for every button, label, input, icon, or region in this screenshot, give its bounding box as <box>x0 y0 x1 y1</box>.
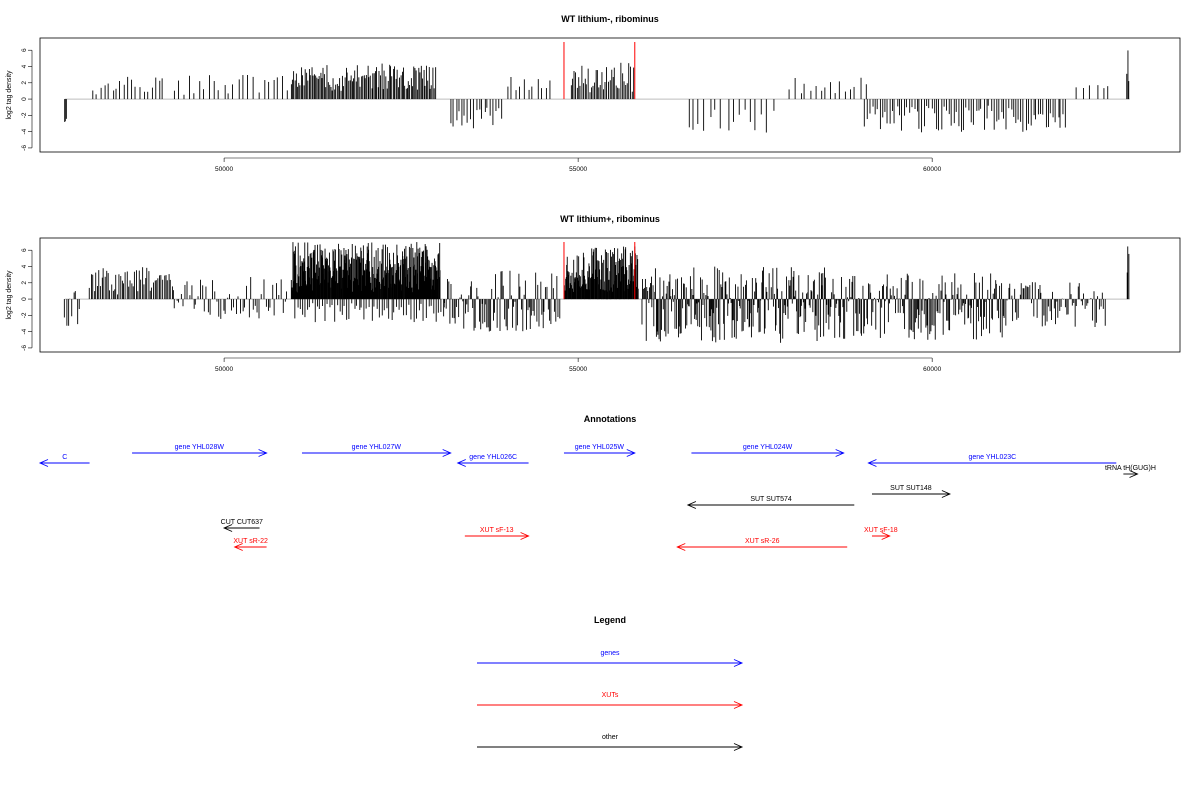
panel-bottom-x-tick-label: 60000 <box>923 366 941 373</box>
annotation-arrow-head <box>626 449 636 457</box>
annotation-label: CUT CUT637 <box>221 519 263 526</box>
panel-bottom-y-tick-label: 2 <box>21 281 28 285</box>
panel-bottom-y-tick-label: 4 <box>21 264 28 268</box>
legend-items: genes XUTs other <box>477 650 744 751</box>
panel-top-y-tick-label: -6 <box>21 145 28 151</box>
legend: Legend genes XUTs other <box>477 615 744 751</box>
panel-bottom-title: WT lithium+, ribominus <box>560 214 660 224</box>
legend-title: Legend <box>594 615 626 625</box>
annotation-label: XUT sF-13 <box>480 527 514 534</box>
panel-top-y-tick-label: -2 <box>21 112 28 118</box>
annotation-label: gene YHL025W <box>575 444 625 451</box>
panel-bottom: WT lithium+, ribominus log2 tag density … <box>6 214 1181 373</box>
panel-top-frame <box>39 37 1181 153</box>
panel-top-plot-area <box>64 42 1130 133</box>
annotation-label: gene YHL023C <box>968 454 1016 461</box>
annotation-arrow-head <box>222 524 233 532</box>
annotation-arrow-head <box>941 490 951 498</box>
panel-top-x-tick-label: 50000 <box>215 166 233 173</box>
annotation-arrow <box>691 449 845 457</box>
legend-label: genes <box>600 650 620 657</box>
annotation-label: XUT sR-26 <box>745 538 780 545</box>
annotation-arrow <box>222 524 260 532</box>
panel-bottom-y-tick-label: 6 <box>21 248 28 252</box>
annotation-arrow <box>686 501 855 509</box>
annotation-arrow <box>132 449 268 457</box>
panel-top-y-tick-label: 2 <box>21 81 28 85</box>
legend-arrow <box>477 743 744 751</box>
annotation-label: XUT sR-22 <box>233 538 268 545</box>
panel-top-y-tick-label: -4 <box>21 128 28 134</box>
panel-bottom-y-axis: -6 -4 -2 0 2 4 6 <box>21 248 33 351</box>
annotation-arrow-head <box>835 449 845 457</box>
panel-bottom-y-tick-label: -2 <box>21 312 28 318</box>
annotation-label: tRNA tH(GUG)H <box>1105 465 1156 472</box>
annotation-label: gene YHL026C <box>469 454 517 461</box>
annotation-arrow <box>456 459 529 467</box>
panel-top-y-tick-label: 0 <box>21 97 28 101</box>
legend-arrow <box>477 659 744 667</box>
annotation-label: SUT SUT148 <box>890 485 932 492</box>
annotation-label: gene YHL024W <box>743 444 793 451</box>
legend-label: other <box>602 734 619 741</box>
annotation-label: C <box>62 454 67 461</box>
legend-arrow <box>477 701 744 709</box>
annotation-label: SUT SUT574 <box>750 496 792 503</box>
annotation-arrow-head <box>442 449 452 457</box>
panel-bottom-x-tick-label: 50000 <box>215 366 233 373</box>
annotation-arrow <box>563 449 636 457</box>
panel-bottom-frame <box>39 237 1181 353</box>
annotation-label: gene YHL028W <box>175 444 225 451</box>
annotations-title: Annotations <box>584 414 637 424</box>
annotation-arrow <box>871 532 891 540</box>
annotation-arrow-head <box>38 459 49 467</box>
annotation-arrow-head <box>233 543 243 551</box>
annotation-arrow-head <box>686 501 697 509</box>
annotation-arrow-head <box>881 532 891 540</box>
legend-arrow-head <box>733 659 744 667</box>
annotation-arrow <box>464 532 530 540</box>
annotation-arrow <box>871 490 951 498</box>
annotation-arrow-head <box>258 449 268 457</box>
panel-top-x-tick-label: 55000 <box>569 166 587 173</box>
panel-bottom-plot-area <box>63 242 1130 343</box>
panel-top-y-axis: -6 -4 -2 0 2 4 6 <box>21 48 33 151</box>
annotation-arrow-head <box>1129 470 1139 478</box>
legend-arrow-head <box>733 701 744 709</box>
panel-top-y-tick-label: 6 <box>21 48 28 52</box>
annotation-arrow <box>867 459 1117 467</box>
annotation-arrow <box>1123 470 1139 478</box>
annotation-arrow <box>233 543 267 551</box>
panel-bottom-y-label: log2 tag density <box>6 270 13 320</box>
annotation-label: gene YHL027W <box>352 444 402 451</box>
panel-bottom-x-axis: 50000 55000 60000 <box>215 357 942 373</box>
panel-bottom-y-tick-label: 0 <box>21 297 28 301</box>
panel-top-title: WT lithium-, ribominus <box>561 14 659 24</box>
panel-top-y-tick-label: 4 <box>21 64 28 68</box>
annotation-arrow <box>676 543 848 551</box>
annotation-arrow-head <box>520 532 530 540</box>
panel-top: WT lithium-, ribominus log2 tag density … <box>6 14 1181 173</box>
panel-bottom-x-tick-label: 55000 <box>569 366 587 373</box>
legend-label: XUTs <box>602 692 619 699</box>
panel-top-y-label: log2 tag density <box>6 70 13 120</box>
annotation-arrow-head <box>456 459 466 467</box>
panel-top-x-tick-label: 60000 <box>923 166 941 173</box>
annotation-arrow <box>38 459 90 467</box>
annotation-arrow <box>301 449 452 457</box>
annotation-arrow-head <box>676 543 686 551</box>
panel-bottom-y-tick-label: -4 <box>21 328 28 334</box>
panel-top-x-axis: 50000 55000 60000 <box>215 157 942 173</box>
panel-bottom-y-tick-label: -6 <box>21 345 28 351</box>
annotation-arrow-head <box>867 459 877 467</box>
legend-arrow-head <box>733 743 744 751</box>
annotation-label: XUT sF-18 <box>864 527 898 534</box>
